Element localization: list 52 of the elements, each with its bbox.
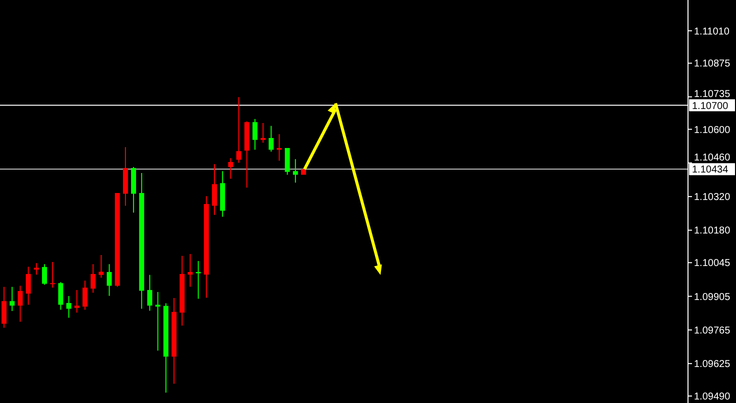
candlestick [10,286,15,311]
candlestick [220,171,226,217]
candlestick [260,123,266,143]
ref-line-label: 1.10700 [692,100,729,112]
candlestick [74,290,80,313]
candlestick [58,282,64,310]
candlestick [90,264,96,293]
candlestick [2,286,7,328]
candlestick [42,264,48,285]
y-tick-label: 1.10735 [694,88,731,100]
candlestick [268,126,274,152]
candlestick [106,264,112,296]
candlestick [34,263,39,275]
candlestick [163,303,168,393]
candlestick [139,173,144,309]
candlestick [66,296,72,318]
candlestick [114,192,120,287]
candlestick [188,254,193,287]
y-tick-label: 1.10875 [694,58,731,70]
y-tick-label: 1.10180 [694,226,731,237]
candlestick [204,196,209,298]
candlestick [50,262,56,288]
candlestick [301,169,306,175]
y-tick-label: 1.10600 [694,124,731,136]
candlestick [155,292,160,351]
candlestick [122,147,128,206]
y-tick-label: 1.11010 [694,26,730,38]
y-tick-label: 1.09625 [694,359,731,370]
candlestick [18,286,23,322]
candlestick [82,280,88,310]
y-tick-label: 1.09905 [694,292,731,303]
candlestick [26,266,31,305]
candlestick [276,134,282,161]
ref-line-label: 1.10434 [692,164,729,176]
candlestick [284,148,290,175]
y-tick-label: 1.10045 [694,258,731,270]
candlestick [252,118,258,150]
candlestick [228,158,234,179]
y-tick-label: 1.10320 [694,192,731,204]
candlestick [131,167,136,213]
candlestick [292,159,298,183]
y-tick-label: 1.09765 [694,325,731,336]
candlestick [236,97,242,163]
candlestick [196,260,201,299]
y-tick-label: 1.10460 [694,152,731,164]
candlestick [244,121,250,188]
candlestick [180,256,185,326]
candlestick [212,164,217,215]
y-tick-label: 1.09490 [694,392,731,403]
candlestick [172,298,177,384]
candlestick [147,274,152,311]
candlestick [98,254,104,278]
